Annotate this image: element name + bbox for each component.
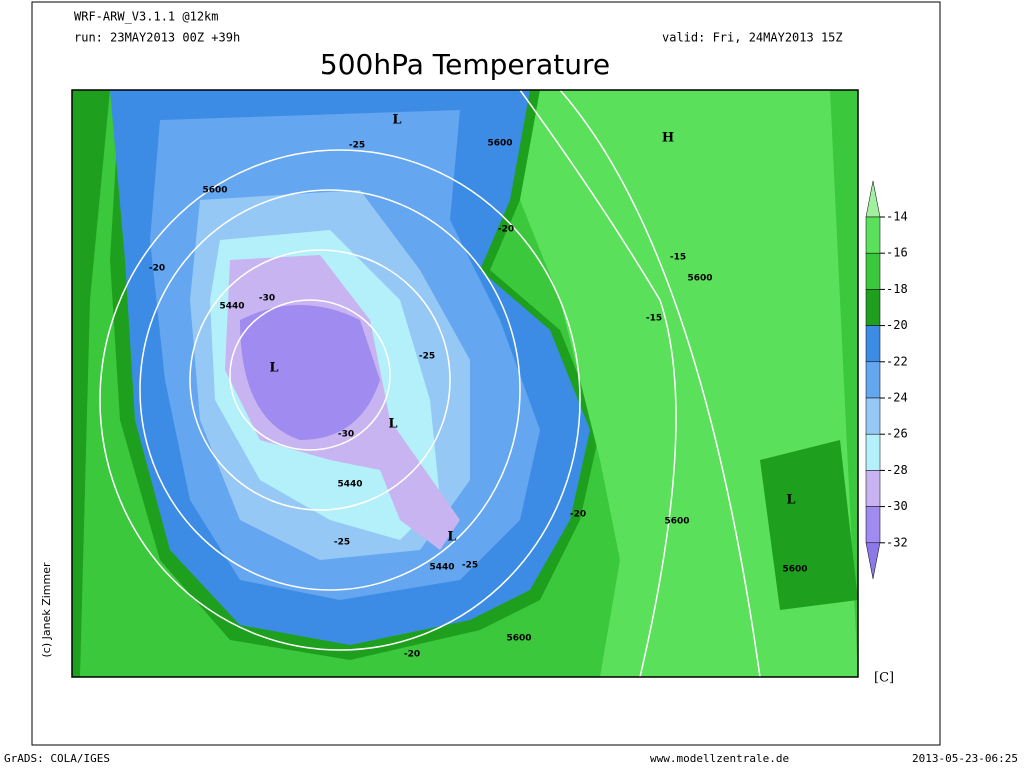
contour-label: -15 <box>670 253 686 263</box>
colorbar-arrow <box>865 542 881 579</box>
pressure-center: L <box>388 417 397 432</box>
colorbar-band <box>865 506 881 544</box>
contour-label: -25 <box>334 538 350 548</box>
colorbar-label: -20 <box>886 318 908 332</box>
colorbar-band <box>865 216 881 254</box>
colorbar-label: -22 <box>886 354 908 368</box>
map: L H 5600 5600 -25 -20 -20 -15 5600 -15 5440 -30 L -25… <box>71 89 859 678</box>
contour-label: 5440 <box>429 563 454 573</box>
footer-left: GrADS: COLA/IGES <box>4 752 110 765</box>
footer-right: 2013-05-23-06:25 <box>912 752 1018 765</box>
contour-label: 5600 <box>687 274 712 284</box>
title: 500hPa Temperature <box>320 48 610 81</box>
colorbar-band <box>865 289 881 326</box>
contour-label: -20 <box>149 264 165 274</box>
pressure-center: L <box>392 113 401 128</box>
colorbar: -14 -16 -18 -20 -22 -24 -26 -28 -30 -32 <box>865 180 908 579</box>
contour-label: -20 <box>498 225 514 235</box>
colorbar-band <box>865 361 881 399</box>
colorbar-label: -32 <box>886 535 908 549</box>
contour-label: -20 <box>570 510 586 520</box>
colorbar-band <box>865 252 881 290</box>
footer-center: www.modellzentrale.de <box>650 752 789 765</box>
colorbar-label: -24 <box>886 391 908 405</box>
pressure-center: L <box>447 530 456 545</box>
valid-label: valid: Fri, 24MAY2013 15Z <box>662 31 843 45</box>
run-label: run: 23MAY2013 00Z +39h <box>74 31 240 45</box>
colorbar-band <box>865 397 881 435</box>
colorbar-arrow <box>865 180 881 218</box>
contour-label: -25 <box>349 141 365 151</box>
colorbar-band <box>865 470 881 507</box>
contour-label: -15 <box>646 314 662 324</box>
colorbar-label: -14 <box>886 210 908 224</box>
colorbar-label: -16 <box>886 246 908 260</box>
contour-label: -25 <box>462 561 478 571</box>
pressure-center: H <box>662 131 674 146</box>
colorbar-label: -28 <box>886 463 908 477</box>
contour-label: 5600 <box>506 634 531 644</box>
contour-label: 5440 <box>219 302 244 312</box>
pressure-center: L <box>786 493 795 508</box>
contour-label: -30 <box>259 294 275 304</box>
colorbar-band <box>865 433 881 471</box>
colorbar-label: -18 <box>886 282 908 296</box>
credit: (c) Janek Zimmer <box>40 562 53 658</box>
contour-label: 5600 <box>782 565 807 575</box>
colorbar-label: -30 <box>886 499 908 513</box>
contour-label: 5600 <box>487 139 512 149</box>
colorbar-label: -26 <box>886 427 908 441</box>
contour-label: -30 <box>338 430 354 440</box>
model-label: WRF-ARW_V3.1.1 @12km <box>74 10 219 24</box>
pressure-center: L <box>269 361 278 376</box>
plot-frame <box>31 1 941 746</box>
contour-label: 5600 <box>202 186 227 196</box>
contour-label: -25 <box>419 352 435 362</box>
contour-label: -20 <box>404 650 420 660</box>
colorbar-band <box>865 325 881 363</box>
region <box>240 305 380 440</box>
contour-label: 5600 <box>664 517 689 527</box>
unit-label: [C] <box>874 671 894 686</box>
contour-label: 5440 <box>337 480 362 490</box>
